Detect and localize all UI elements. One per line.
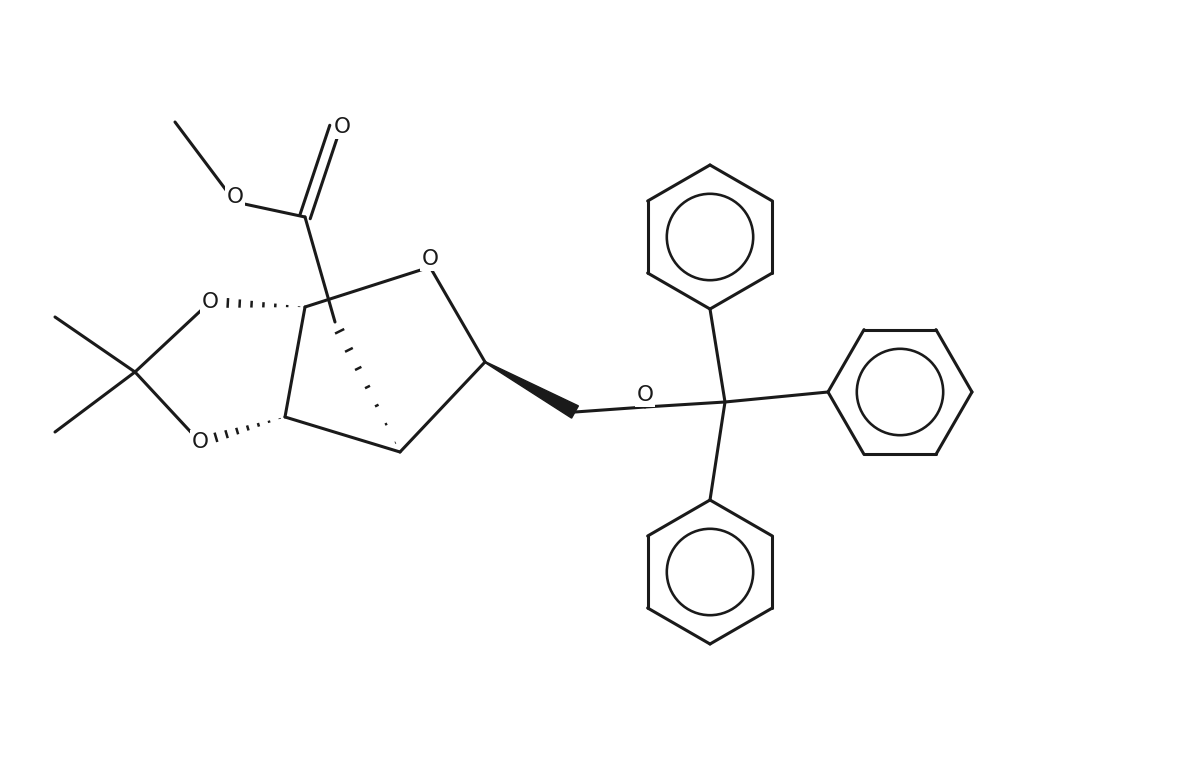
- Text: O: O: [192, 432, 209, 452]
- Text: O: O: [227, 187, 244, 207]
- Text: O: O: [202, 292, 218, 312]
- Text: O: O: [421, 249, 438, 269]
- Text: O: O: [334, 117, 350, 137]
- Polygon shape: [485, 361, 578, 418]
- Text: O: O: [636, 385, 654, 405]
